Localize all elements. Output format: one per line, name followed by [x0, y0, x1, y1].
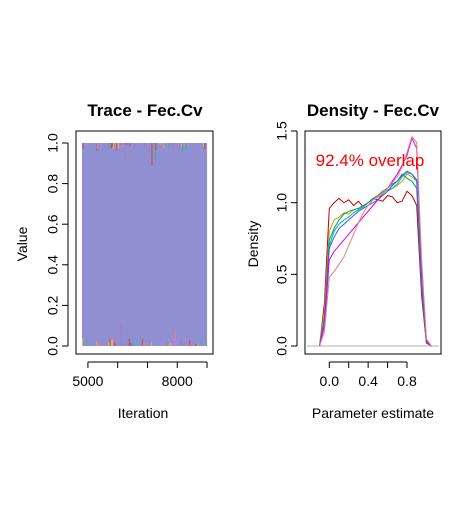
trace-title: Trace - Fec.Cv — [87, 101, 203, 120]
density-series-line — [319, 190, 432, 347]
trace-y-axis: 0.0 0.2 0.4 0.6 0.8 1.0 — [45, 133, 69, 356]
trace-band — [81, 143, 208, 346]
density-y-tick-label: 1.0 — [274, 193, 290, 213]
trace-panel: Trace - Fec.Cv 5000 8000 0.0 0.2 0.4 0.6 0.8 1… — [14, 101, 214, 421]
density-x-tick-label: 0.4 — [358, 373, 378, 389]
overlap-annotation: 92.4% overlap — [316, 151, 425, 170]
trace-x-tick-label: 5000 — [72, 373, 103, 389]
density-y-label: Density — [245, 221, 261, 268]
density-x-tick-label: 0.8 — [397, 373, 417, 389]
trace-y-label: Value — [14, 226, 30, 261]
density-series-line — [319, 173, 432, 347]
density-x-tick-label: 0.0 — [320, 373, 340, 389]
density-y-tick-label: 0.0 — [274, 336, 290, 356]
density-series-line — [319, 137, 432, 347]
density-plot-frame — [304, 130, 442, 355]
trace-y-tick-label: 0.0 — [45, 336, 61, 356]
trace-x-axis: 5000 8000 — [72, 361, 208, 389]
density-panel: Density - Fec.Cv 0.0 0.4 0.8 0.00.51.01.5 … — [245, 101, 442, 421]
density-y-tick-label: 1.5 — [274, 121, 290, 141]
trace-plot-area — [81, 143, 208, 346]
density-plot-area — [307, 136, 439, 347]
trace-x-tick-label: 8000 — [162, 373, 193, 389]
trace-y-tick-label: 0.6 — [45, 214, 61, 234]
density-y-tick-label: 0.5 — [274, 264, 290, 284]
density-x-label: Parameter estimate — [312, 405, 434, 421]
density-series-line — [319, 170, 432, 347]
trace-y-tick-label: 0.2 — [45, 295, 61, 315]
density-x-axis: 0.0 0.4 0.8 — [320, 361, 417, 389]
trace-plot-frame — [75, 130, 214, 355]
density-y-axis: 0.0 0.5 1.0 1.5 — [274, 121, 298, 356]
trace-y-tick-label: 0.8 — [45, 174, 61, 194]
trace-y-tick-label: 0.4 — [45, 255, 61, 275]
density-series-line — [319, 136, 432, 347]
trace-y-tick-label: 1.0 — [45, 133, 61, 153]
trace-x-label: Iteration — [118, 405, 169, 421]
trace-edge-spikes — [81, 143, 208, 346]
density-series-line — [319, 173, 432, 347]
density-title: Density - Fec.Cv — [307, 101, 440, 120]
